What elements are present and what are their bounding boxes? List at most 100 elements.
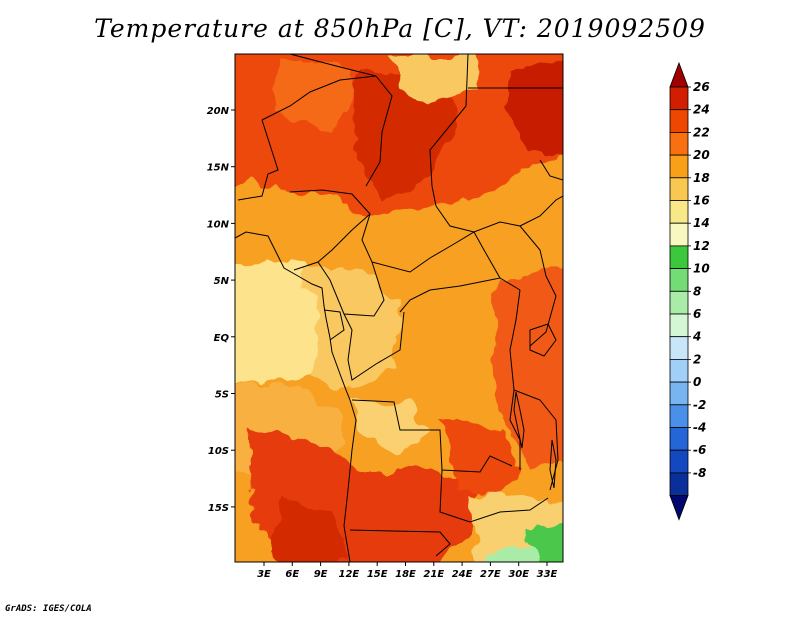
chart-title: Temperature at 850hPa [C], VT: 201909250… (94, 14, 706, 43)
field-southeast-hot (440, 420, 520, 500)
temperature-field (235, 54, 563, 562)
colorbar-segment (669, 154, 689, 179)
field-congo-cool (300, 270, 400, 390)
lon-label: 24E (452, 569, 473, 580)
lat-label: 20N (207, 106, 230, 117)
colorbar-label: -2 (693, 398, 706, 412)
border-angola (349, 529, 451, 557)
lat-label: EQ (214, 333, 230, 344)
lon-label: 30E (508, 569, 529, 580)
colorbar-segment (669, 427, 689, 451)
field-gulf-cool (235, 262, 330, 385)
border-eritrea (539, 159, 563, 181)
colorbar-segment (669, 177, 689, 201)
colorbar-label: -4 (693, 421, 706, 435)
colorbar-segment (669, 313, 689, 338)
country-borders (235, 54, 563, 562)
longitude-axis: 3E 6E 9E 12E 15E 18E 21E 24E 27E 30E 33E (257, 562, 558, 580)
colorbar-segment (669, 336, 689, 360)
colorbar-label: -8 (693, 466, 706, 480)
map-panel (235, 54, 563, 562)
map-frame (234, 53, 564, 563)
colorbar-label: 8 (693, 284, 701, 298)
border-libya-egypt (465, 54, 469, 107)
colorbar-label: 2 (693, 352, 701, 366)
colorbar-label: 16 (693, 194, 710, 208)
colorbar-segment (669, 381, 689, 406)
lon-label: 33E (537, 569, 558, 580)
field-east-warm (495, 271, 563, 470)
colorbar-label: 26 (693, 80, 710, 94)
border-drc-south (351, 399, 513, 473)
lon-label: 18E (395, 569, 416, 580)
field-sahel-hotspot (350, 70, 460, 200)
border-drc-north (399, 277, 521, 313)
lake-victoria (529, 323, 557, 357)
field-angola-cool (350, 400, 430, 455)
colorbar-label: 18 (693, 171, 710, 185)
lon-label: 9E (314, 569, 328, 580)
lake-malawi (549, 439, 557, 489)
border-uganda-kenya (529, 275, 557, 347)
colorbar-segment (669, 109, 689, 133)
lat-label: 15N (207, 163, 230, 174)
border-mali-niger (261, 75, 377, 121)
colorbar-segment (669, 86, 689, 111)
field-north-warm (270, 60, 360, 130)
lon-label: 12E (339, 569, 360, 580)
border-car (371, 231, 501, 279)
colorbar-label: 12 (693, 239, 710, 253)
border-nigeria (289, 189, 371, 271)
colorbar-label: 22 (693, 125, 710, 139)
colorbar-segment (669, 131, 689, 156)
colorbar-label: 14 (693, 216, 710, 230)
border-chad-sudan (429, 105, 467, 207)
colorbar-label: 4 (692, 330, 701, 344)
border-zambia (439, 469, 549, 523)
lon-label: 3E (257, 569, 271, 580)
colorbar-segment (669, 358, 689, 383)
lat-label: 10S (208, 446, 229, 457)
field-east-hotspot (505, 61, 563, 158)
field-sw-hotspot (270, 500, 350, 562)
border-mali-algeria (289, 54, 377, 77)
coastline-west (235, 231, 357, 562)
colorbar-segment (669, 404, 689, 428)
border-cameroon (317, 213, 385, 317)
colorbar-label: 20 (693, 148, 710, 162)
lat-label: 5N (214, 276, 230, 287)
colorbar-segment (669, 200, 689, 224)
lat-label: 5S (215, 390, 229, 401)
colorbar-label: 10 (693, 262, 710, 276)
lon-label: 27E (480, 569, 501, 580)
colorbar-top-arrow (669, 61, 689, 88)
lat-label: 15S (208, 503, 229, 514)
lat-label: 10N (207, 219, 230, 230)
border-niger-chad (365, 75, 393, 187)
colorbar-segment (669, 449, 689, 474)
colorbar-segment (669, 268, 689, 292)
colorbar-segment (669, 472, 689, 496)
colorbar-bottom-arrow (669, 495, 689, 521)
border-gabon (323, 309, 345, 341)
border-ethiopia (519, 195, 563, 227)
field-north-cool (390, 56, 480, 100)
lon-label: 21E (423, 569, 444, 580)
colorbar-label: 24 (693, 103, 710, 117)
colorbar-label: -6 (693, 443, 706, 457)
border-south-sudan (435, 205, 547, 277)
lon-label: 15E (367, 569, 388, 580)
colorbar-label: 0 (693, 375, 701, 389)
latitude-axis: 20N 15N 10N 5N EQ 5S 10S 15S (207, 106, 235, 514)
lon-label: 6E (285, 569, 299, 580)
border-west-sahel (237, 119, 279, 201)
field-west-warm (235, 200, 370, 265)
border-congo (343, 311, 405, 381)
field-green-strong (520, 521, 563, 562)
lake-tanganyika (513, 391, 525, 449)
grads-credit: GrADS: IGES/COLA (5, 604, 92, 614)
colorbar-label: 6 (693, 307, 701, 321)
colorbar-segment (669, 245, 689, 269)
